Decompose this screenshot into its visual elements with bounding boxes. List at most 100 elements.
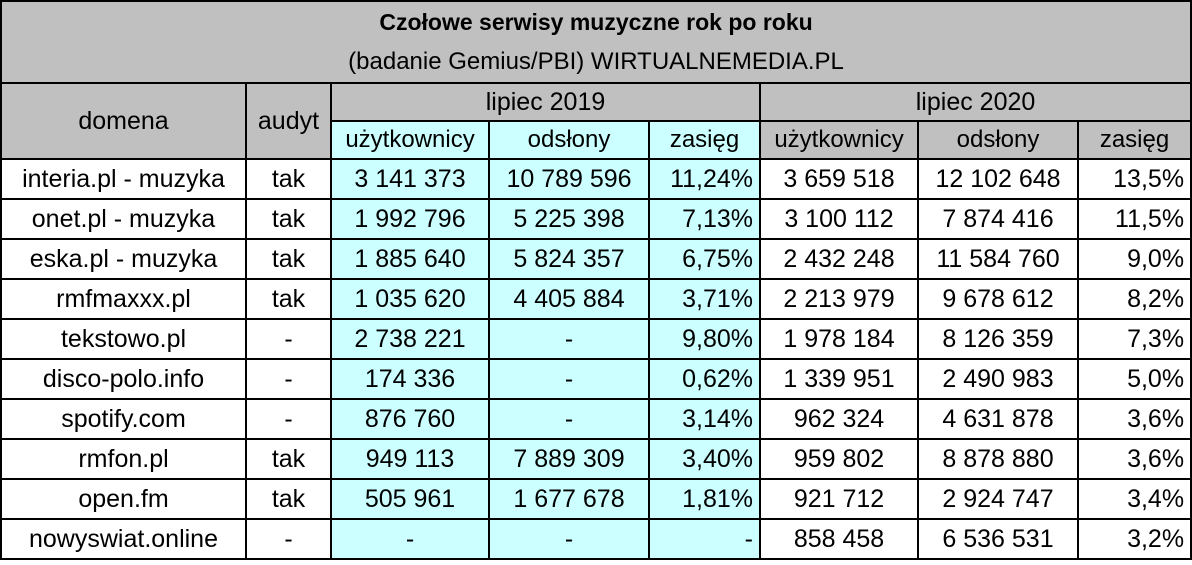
header-views-2019: odsłony: [488, 120, 650, 160]
cell-views-2020: 2 490 983: [917, 358, 1079, 400]
table-row: rmfmaxxx.pl tak 1 035 620 4 405 884 3,71% 2 2…: [0, 278, 1192, 320]
cell-views-2019: -: [488, 358, 650, 400]
cell-users-2019: 1 885 640: [330, 238, 490, 280]
cell-views-2020: 12 102 648: [917, 158, 1079, 200]
cell-domena: spotify.com: [0, 398, 247, 440]
cell-users-2019: 505 961: [330, 478, 490, 520]
cell-views-2020: 8 878 880: [917, 438, 1079, 480]
cell-domena: rmfon.pl: [0, 438, 247, 480]
cell-reach-2020: 9,0%: [1076, 238, 1192, 280]
cell-users-2020: 962 324: [759, 398, 919, 440]
cell-domena: disco-polo.info: [0, 358, 247, 400]
cell-views-2019: 1 677 678: [488, 478, 650, 520]
header-users-2020: użytkownicy: [759, 120, 919, 160]
cell-views-2019: -: [488, 318, 650, 360]
cell-users-2019: 1 992 796: [330, 198, 490, 240]
cell-reach-2019: 3,71%: [648, 278, 761, 320]
cell-reach-2020: 3,6%: [1076, 398, 1192, 440]
cell-reach-2019: 6,75%: [648, 238, 761, 280]
cell-domena: nowyswiat.online: [0, 518, 247, 560]
cell-reach-2019: 0,62%: [648, 358, 761, 400]
cell-reach-2020: 7,3%: [1076, 318, 1192, 360]
cell-users-2019: 3 141 373: [330, 158, 490, 200]
cell-audyt: -: [245, 518, 332, 560]
cell-users-2019: 174 336: [330, 358, 490, 400]
cell-users-2019: 949 113: [330, 438, 490, 480]
cell-audyt: tak: [245, 198, 332, 240]
cell-reach-2019: -: [648, 518, 761, 560]
cell-audyt: -: [245, 398, 332, 440]
header-period-2020: lipiec 2020: [758, 82, 1192, 122]
cell-audyt: tak: [245, 278, 332, 320]
header-reach-2019: zasięg: [648, 120, 761, 160]
cell-users-2020: 2 432 248: [759, 238, 919, 280]
cell-users-2019: -: [330, 518, 490, 560]
cell-views-2019: -: [488, 518, 650, 560]
cell-domena: rmfmaxxx.pl: [0, 278, 247, 320]
cell-views-2020: 6 536 531: [917, 518, 1079, 560]
header-users-2019: użytkownicy: [330, 120, 490, 160]
cell-reach-2020: 5,0%: [1076, 358, 1192, 400]
cell-users-2019: 1 035 620: [330, 278, 490, 320]
cell-users-2020: 959 802: [759, 438, 919, 480]
cell-reach-2019: 3,14%: [648, 398, 761, 440]
cell-users-2019: 876 760: [330, 398, 490, 440]
cell-views-2019: 10 789 596: [488, 158, 650, 200]
cell-reach-2019: 11,24%: [648, 158, 761, 200]
cell-audyt: -: [245, 318, 332, 360]
cell-reach-2019: 3,40%: [648, 438, 761, 480]
cell-users-2019: 2 738 221: [330, 318, 490, 360]
cell-users-2020: 1 978 184: [759, 318, 919, 360]
cell-domena: onet.pl - muzyka: [0, 198, 247, 240]
cell-users-2020: 3 100 112: [759, 198, 919, 240]
cell-views-2020: 4 631 878: [917, 398, 1079, 440]
cell-reach-2020: 13,5%: [1076, 158, 1192, 200]
cell-views-2020: 2 924 747: [917, 478, 1079, 520]
cell-audyt: tak: [245, 238, 332, 280]
table-row: spotify.com -876 760-3,14% 962 324 4 631 87…: [0, 398, 1192, 440]
cell-views-2019: 5 225 398: [488, 198, 650, 240]
cell-domena: eska.pl - muzyka: [0, 238, 247, 280]
header-period-2019: lipiec 2019: [330, 82, 761, 122]
cell-reach-2019: 1,81%: [648, 478, 761, 520]
cell-audyt: tak: [245, 478, 332, 520]
cell-domena: tekstowo.pl: [0, 318, 247, 360]
cell-audyt: tak: [245, 158, 332, 200]
table-title: Czołowe serwisy muzyczne rok po roku: [0, 0, 1192, 42]
cell-domena: interia.pl - muzyka: [0, 158, 247, 200]
header-domena: domena: [0, 82, 247, 160]
cell-users-2020: 2 213 979: [759, 278, 919, 320]
table-row: tekstowo.pl -2 738 221-9,80% 1 978 184 8 12…: [0, 318, 1192, 360]
table-row: eska.pl - muzyka tak 1 885 640 5 824 357 6,7…: [0, 238, 1192, 280]
table-row: onet.pl - muzyka tak 1 992 796 5 225 398 7,1…: [0, 198, 1192, 240]
table-row: open.fm tak 505 961 1 677 678 1,81% 921 712 2 …: [0, 478, 1192, 520]
cell-views-2019: 7 889 309: [488, 438, 650, 480]
table-row: nowyswiat.online - - - -858 458 6 536 531 3,2%: [0, 518, 1192, 560]
header-reach-2020: zasięg: [1076, 120, 1192, 160]
table-row: interia.pl - muzyka tak 3 141 373 10 789 59…: [0, 158, 1192, 200]
table-subtitle: (badanie Gemius/PBI) WIRTUALNEMEDIA.PL: [0, 42, 1192, 84]
header-audyt: audyt: [245, 82, 332, 160]
cell-views-2020: 7 874 416: [917, 198, 1079, 240]
table-row: disco-polo.info -174 336-0,62% 1 339 951 2 …: [0, 358, 1192, 400]
cell-users-2020: 858 458: [759, 518, 919, 560]
cell-users-2020: 1 339 951: [759, 358, 919, 400]
cell-reach-2020: 3,2%: [1076, 518, 1192, 560]
cell-reach-2020: 11,5%: [1076, 198, 1192, 240]
cell-reach-2019: 9,80%: [648, 318, 761, 360]
cell-audyt: -: [245, 358, 332, 400]
cell-views-2019: 5 824 357: [488, 238, 650, 280]
cell-reach-2020: 3,4%: [1076, 478, 1192, 520]
table-row: rmfon.pl tak 949 113 7 889 309 3,40% 959 802 8…: [0, 438, 1192, 480]
cell-reach-2020: 8,2%: [1076, 278, 1192, 320]
cell-reach-2019: 7,13%: [648, 198, 761, 240]
cell-views-2019: 4 405 884: [488, 278, 650, 320]
cell-users-2020: 3 659 518: [759, 158, 919, 200]
cell-users-2020: 921 712: [759, 478, 919, 520]
header-views-2020: odsłony: [917, 120, 1079, 160]
cell-audyt: tak: [245, 438, 332, 480]
cell-domena: open.fm: [0, 478, 247, 520]
cell-views-2020: 11 584 760: [917, 238, 1079, 280]
cell-views-2020: 9 678 612: [917, 278, 1079, 320]
cell-views-2019: -: [488, 398, 650, 440]
